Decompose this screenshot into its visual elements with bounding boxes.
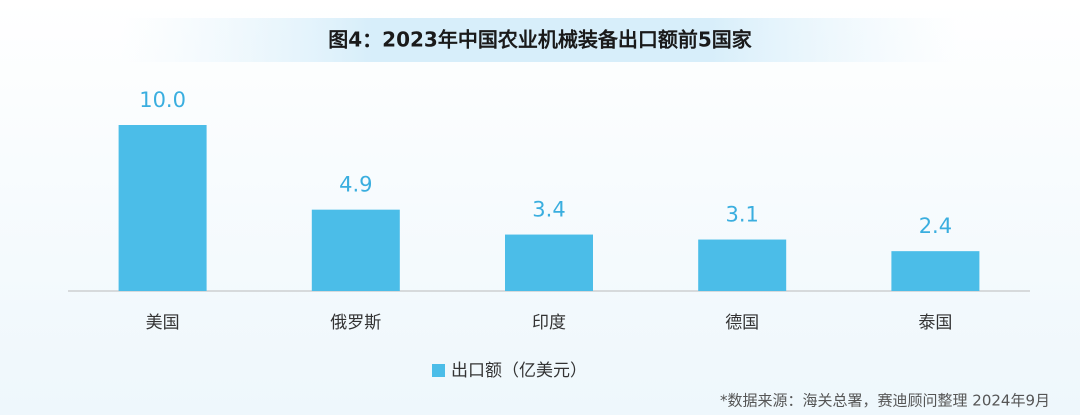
bar: [891, 251, 980, 291]
value-label: 3.4: [532, 198, 565, 222]
x-tick-label: 泰国: [918, 313, 952, 333]
bar: [698, 239, 787, 291]
legend-swatch: [432, 364, 445, 377]
x-tick-label: 印度: [532, 313, 566, 333]
bar: [311, 209, 400, 291]
bar: [505, 234, 593, 291]
value-label: 10.0: [139, 88, 186, 112]
legend-label: 出口额（亿美元）: [451, 361, 587, 381]
x-tick-label: 美国: [146, 313, 180, 333]
value-label: 2.4: [919, 214, 952, 238]
x-tick-label: 德国: [725, 313, 759, 333]
x-tick-label: 俄罗斯: [330, 313, 381, 333]
bar: [118, 125, 207, 291]
value-label: 3.1: [725, 203, 758, 227]
title-band: [120, 18, 960, 62]
chart-title: 图4：2023年中国农业机械装备出口额前5国家: [328, 28, 752, 52]
value-label: 4.9: [339, 173, 372, 197]
source-note: *数据来源：海关总署，赛迪顾问整理 2024年9月: [720, 392, 1050, 410]
